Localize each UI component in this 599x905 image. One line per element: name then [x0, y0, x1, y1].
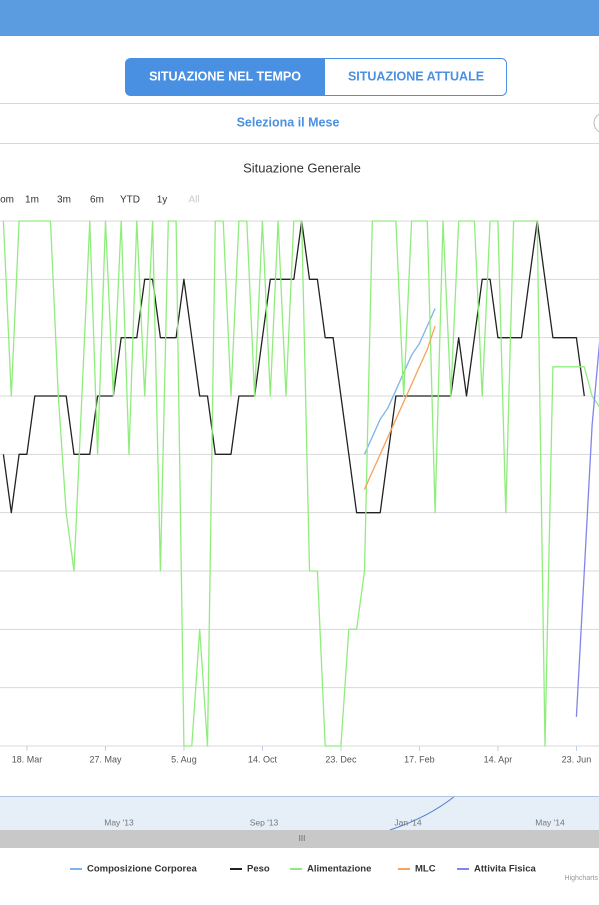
x-tick-label: 27. May [89, 754, 122, 764]
range-button[interactable]: 3m [57, 195, 71, 206]
scrollbar-grip[interactable]: III [299, 834, 306, 843]
range-button[interactable]: 1y [157, 195, 168, 206]
x-tick-label: 23. Jun [562, 754, 592, 764]
tab-label[interactable]: SITUAZIONE NEL TEMPO [149, 69, 301, 83]
navigator-label: May '14 [535, 817, 565, 827]
navigator-label: Sep '13 [250, 817, 279, 827]
x-tick-label: 14. Apr [484, 754, 513, 764]
month-selector[interactable]: Seleziona il Mese [237, 115, 340, 129]
legend-label[interactable]: Attivita Fisica [474, 864, 536, 875]
navigator-label: May '13 [104, 817, 134, 827]
x-tick-label: 17. Feb [404, 754, 435, 764]
scrollbar[interactable] [0, 830, 599, 848]
series-line [363, 308, 436, 455]
tab-active[interactable] [125, 58, 326, 96]
series-line [363, 325, 436, 490]
tab-label[interactable]: SITUAZIONE ATTUALE [348, 69, 484, 83]
zoom-label: Zoom [0, 195, 14, 206]
x-tick-label: 5. Aug [171, 754, 197, 764]
series-line [575, 341, 599, 717]
credits[interactable]: Highcharts [565, 875, 599, 882]
x-tick-label: 18. Mar [12, 754, 43, 764]
legend-label[interactable]: Alimentazione [307, 864, 371, 875]
top-bar [0, 0, 599, 36]
navigator-line [389, 795, 456, 831]
x-tick-label: 14. Oct [248, 754, 278, 764]
legend-label[interactable]: Peso [247, 864, 270, 875]
navigator-label: Jan '14 [394, 817, 421, 827]
range-button[interactable]: 6m [90, 195, 104, 206]
range-button[interactable]: 1m [25, 195, 39, 206]
series-line [2, 220, 599, 747]
month-button[interactable] [593, 113, 599, 133]
range-button[interactable]: All [188, 195, 199, 206]
x-tick-label: 23. Dec [325, 754, 357, 764]
series-line [2, 220, 585, 514]
chart-title: Situazione Generale [243, 160, 361, 175]
range-button[interactable]: YTD [120, 195, 140, 206]
legend-label[interactable]: MLC [415, 864, 436, 875]
navigator[interactable] [0, 796, 599, 830]
legend-label[interactable]: Composizione Corporea [87, 864, 198, 875]
